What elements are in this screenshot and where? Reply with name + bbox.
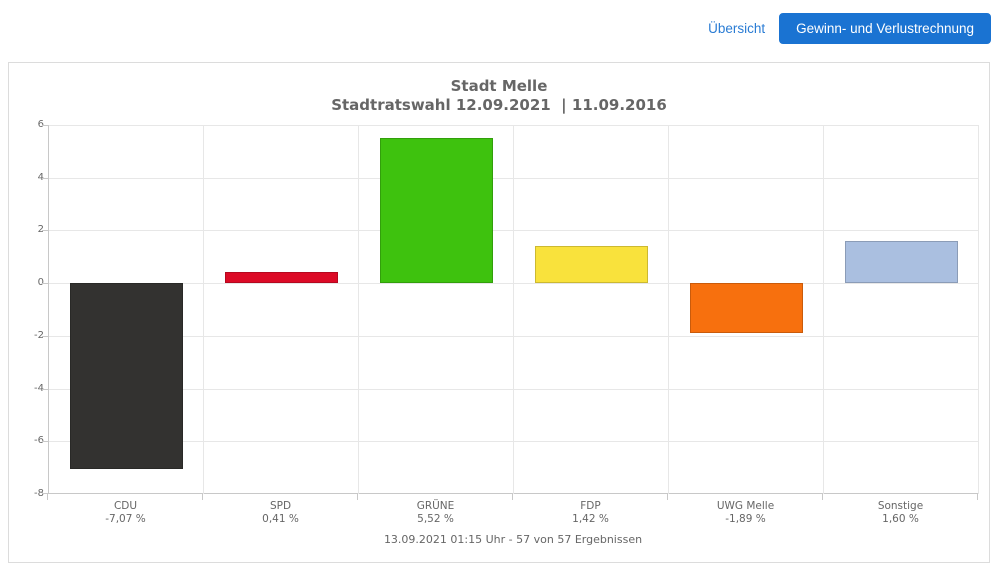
- x-grid-line: [978, 125, 979, 494]
- category-value-label: 0,41 %: [262, 513, 299, 525]
- category-label: GRÜNE: [416, 500, 455, 512]
- x-grid-line: [358, 125, 359, 494]
- category-value-label: 5,52 %: [417, 513, 454, 525]
- y-grid-line: [49, 441, 979, 443]
- chart-subtitle: Stadtratswahl 12.09.2021 | 11.09.2016: [331, 96, 667, 114]
- x-axis-tick: [202, 494, 203, 500]
- x-grid-line: [668, 125, 669, 494]
- y-axis-label: -6: [34, 435, 44, 447]
- category-cell: SPD 0,41 %: [203, 500, 358, 526]
- x-axis-tick: [667, 494, 668, 500]
- gains-losses-button[interactable]: Gewinn- und Verlustrechnung: [779, 12, 991, 44]
- x-axis-tick: [357, 494, 358, 500]
- category-label: Sonstige: [877, 500, 924, 512]
- category-label: FDP: [580, 500, 601, 512]
- category-cell: Sonstige 1,60 %: [823, 500, 978, 526]
- y-grid-line: [49, 335, 979, 337]
- topbar: Übersicht Gewinn- und Verlustrechnung: [0, 0, 1000, 56]
- x-axis-tick: [47, 494, 48, 500]
- chart-card: Stadt Melle Stadtratswahl 12.09.2021 | 1…: [8, 62, 990, 563]
- x-axis-line: [49, 493, 979, 494]
- y-axis-tick: [42, 441, 48, 443]
- x-grid-line: [513, 125, 514, 494]
- plot-area: [48, 125, 979, 494]
- bar-sonstige[interactable]: [845, 240, 958, 284]
- y-grid-line: [49, 177, 979, 179]
- category-cell: GRÜNE 5,52 %: [358, 500, 513, 526]
- y-axis-tick: [42, 125, 48, 126]
- y-axis-label: -8: [34, 488, 44, 499]
- category-label: UWG Melle: [716, 500, 775, 512]
- chart-title-block: Stadt Melle Stadtratswahl 12.09.2021 | 1…: [9, 77, 989, 115]
- category-cell: FDP 1,42 %: [513, 500, 668, 526]
- bar-gr-ne[interactable]: [380, 137, 493, 284]
- x-grid-line: [823, 125, 824, 494]
- chart-footer: 13.09.2021 01:15 Uhr - 57 von 57 Ergebni…: [383, 533, 643, 546]
- overview-link[interactable]: Übersicht: [708, 20, 766, 36]
- category-value-label: 1,42 %: [572, 513, 609, 525]
- bar-cdu[interactable]: [70, 283, 183, 470]
- category-cell: UWG Melle -1,89 %: [668, 500, 823, 526]
- x-axis-tick: [977, 494, 978, 500]
- y-axis-label: -2: [34, 329, 44, 341]
- chart-title: Stadt Melle: [450, 77, 548, 95]
- y-axis-tick: [42, 493, 48, 494]
- category-value-label: -1,89 %: [725, 513, 766, 525]
- x-grid-line: [203, 125, 204, 494]
- y-axis-tick: [42, 177, 48, 179]
- y-axis-tick: [42, 335, 48, 337]
- category-value-label: -7,07 %: [105, 513, 146, 525]
- bar-spd[interactable]: [225, 272, 338, 284]
- y-axis-tick: [42, 388, 48, 390]
- bar-uwg-melle[interactable]: [690, 283, 803, 333]
- y-axis-tick: [42, 283, 48, 285]
- y-grid-line: [49, 230, 979, 232]
- y-axis-label: 0: [37, 277, 44, 289]
- y-grid-line: [49, 283, 979, 285]
- y-axis-label: 2: [37, 224, 44, 236]
- category-label: CDU: [113, 500, 138, 512]
- y-axis-label: 6: [37, 119, 44, 130]
- y-grid-line: [49, 388, 979, 390]
- y-axis-tick: [42, 230, 48, 232]
- bar-fdp[interactable]: [535, 245, 648, 284]
- category-value-label: 1,60 %: [882, 513, 919, 525]
- y-axis-label: 4: [37, 171, 44, 183]
- category-label: SPD: [269, 500, 292, 512]
- x-axis-tick: [822, 494, 823, 500]
- y-axis-label: -4: [34, 382, 44, 394]
- y-grid-line: [49, 125, 979, 126]
- category-cell: CDU -7,07 %: [48, 500, 203, 526]
- x-axis-tick: [512, 494, 513, 500]
